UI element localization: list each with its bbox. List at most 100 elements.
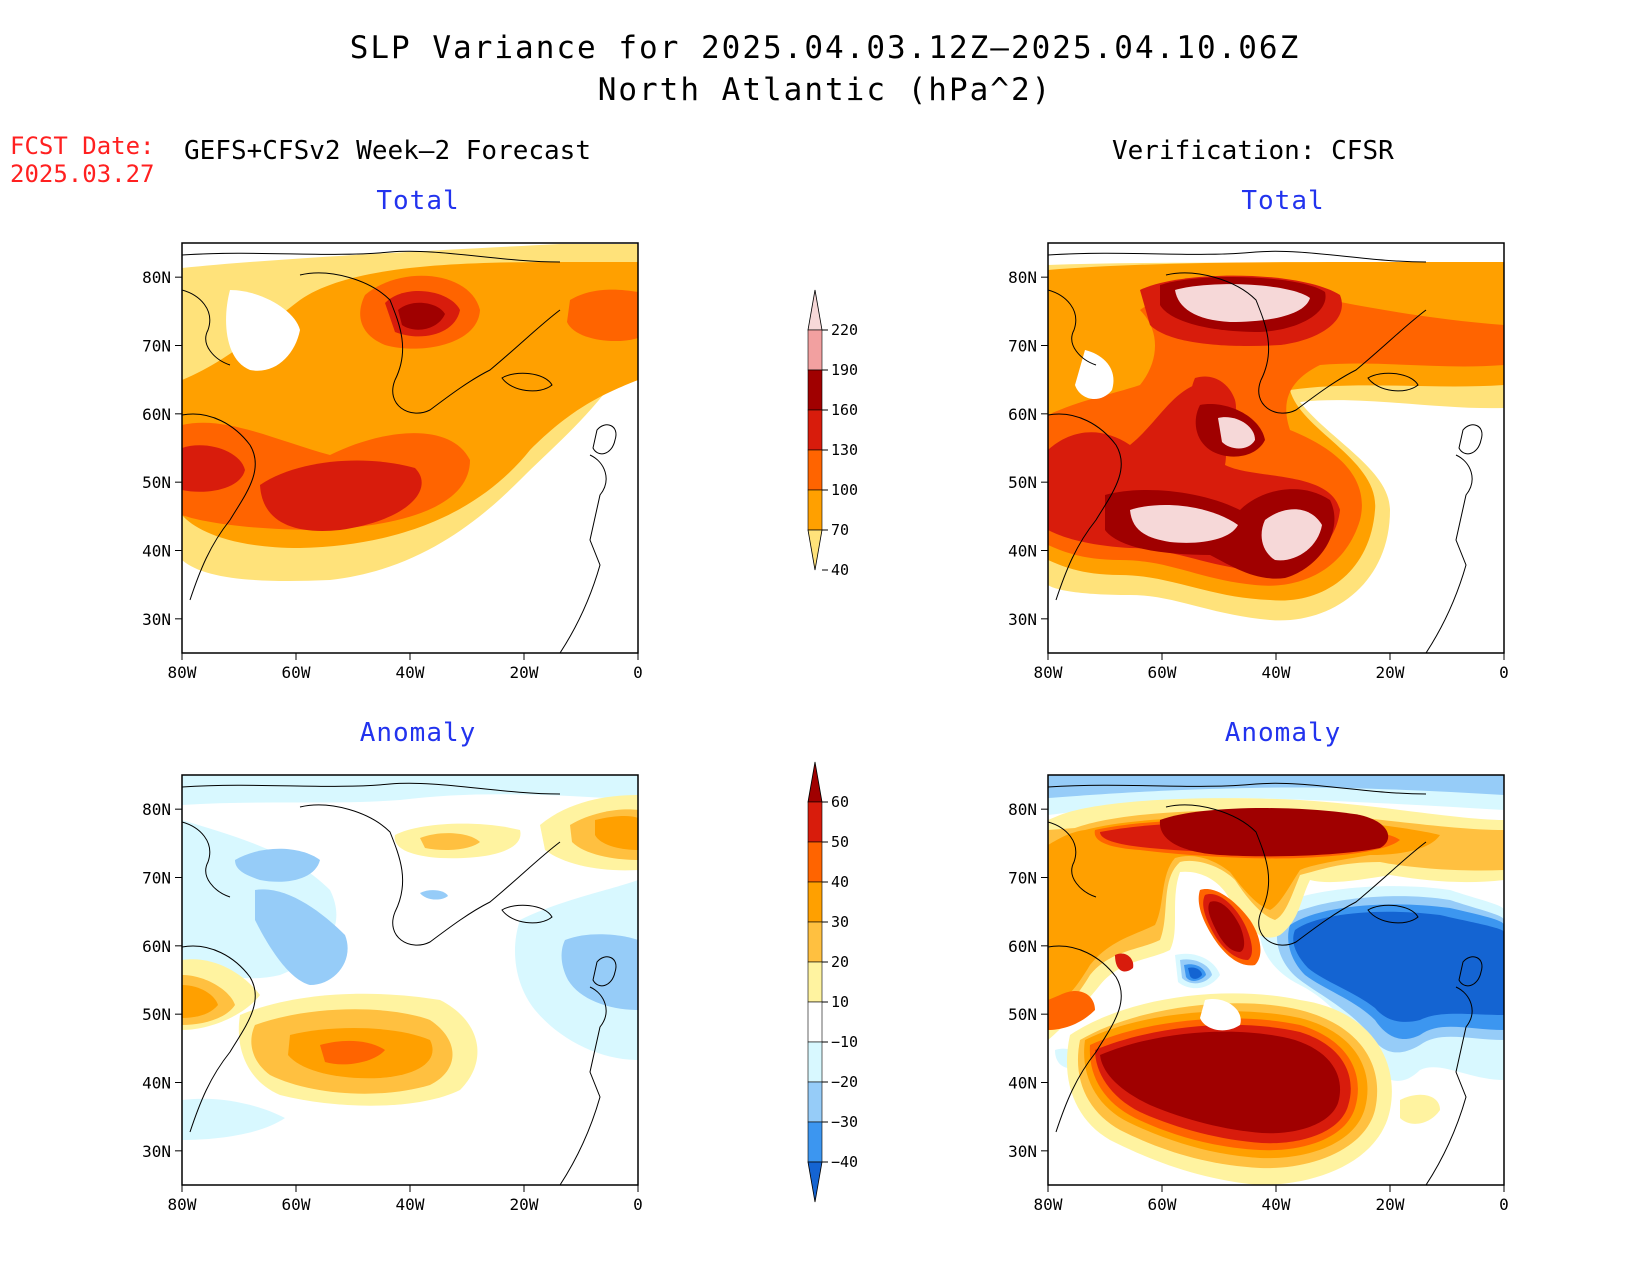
lon-tick-label: 80W xyxy=(1034,663,1063,682)
lon-tick-label: 60W xyxy=(282,663,311,682)
colorbar-bottom-arrow xyxy=(807,1161,823,1203)
lon-tick-label: 0 xyxy=(633,663,643,682)
lat-tick-label: 30N xyxy=(1008,1142,1037,1161)
map-panel-verification-total xyxy=(1047,242,1505,654)
colorbar-tick-label: −20 xyxy=(831,1073,858,1091)
lat-tick-label: 40N xyxy=(1008,542,1037,561)
colorbar-tick-label: 50 xyxy=(831,833,849,851)
coastlines-forecast-anomaly xyxy=(182,782,617,1185)
colorbar-segment xyxy=(807,921,823,963)
colorbar-tick-label: −30 xyxy=(831,1113,858,1131)
lat-tick-label: 60N xyxy=(142,937,171,956)
map-panel-forecast-total xyxy=(181,242,639,654)
lat-tick-label: 50N xyxy=(142,473,171,492)
lon-tick-label: 40W xyxy=(396,1195,425,1214)
lat-tick-label: 60N xyxy=(1008,937,1037,956)
colorbar-segment xyxy=(807,1041,823,1083)
colorbar-bottom-arrow xyxy=(807,529,823,571)
lon-tick-label: 20W xyxy=(510,1195,539,1214)
fcst-date-value: 2025.03.27 xyxy=(10,160,155,188)
lat-tick-label: 50N xyxy=(1008,1005,1037,1024)
colorbar-tick-label: 100 xyxy=(831,481,858,499)
coastlines-forecast-total xyxy=(182,250,617,653)
lon-tick-label: 60W xyxy=(1148,663,1177,682)
lon-tick-label: 40W xyxy=(1262,1195,1291,1214)
lat-tick-label: 70N xyxy=(142,337,171,356)
colorbar-segment xyxy=(807,1121,823,1163)
colorbar-tick-label: 160 xyxy=(831,401,858,419)
colorbar-segment xyxy=(807,409,823,451)
panel-title-verification-anomaly: Anomaly xyxy=(1224,718,1342,748)
colorbar-tick-label: −10 xyxy=(831,1033,858,1051)
main-title-line2: North Atlantic (hPa^2) xyxy=(597,72,1053,108)
coastlines-verification-total xyxy=(1048,250,1483,653)
colorbar-segment xyxy=(807,881,823,923)
lon-tick-label: 20W xyxy=(1376,663,1405,682)
map-panel-verification-anomaly xyxy=(1047,774,1505,1186)
shading-forecast-anomaly xyxy=(182,775,638,1140)
verification-header: Verification: CFSR xyxy=(1112,136,1394,166)
forecast-header: GEFS+CFSv2 Week–2 Forecast xyxy=(184,136,591,166)
lat-tick-label: 80N xyxy=(142,800,171,819)
colorbar-top-arrow xyxy=(807,761,823,803)
lon-tick-label: 0 xyxy=(1499,1195,1509,1214)
colorbar-top-arrow xyxy=(807,289,823,331)
lat-tick-label: 30N xyxy=(142,1142,171,1161)
colorbar-tick-label: 40 xyxy=(831,561,849,579)
lon-tick-label: 0 xyxy=(633,1195,643,1214)
axes-layer: 80N 70N 60N 50N 40N 30N 80W 60W 40W 20W 0 80N 70N 60N… xyxy=(142,268,1509,1214)
colorbar-segment xyxy=(807,489,823,531)
lat-tick-label: 70N xyxy=(142,869,171,888)
lon-tick-label: 80W xyxy=(168,1195,197,1214)
colorbar-segment xyxy=(807,961,823,1003)
lat-tick-label: 40N xyxy=(142,542,171,561)
lat-tick-label: 70N xyxy=(1008,869,1037,888)
colorbar-tick-label: −40 xyxy=(831,1153,858,1171)
lat-tick-label: 60N xyxy=(142,405,171,424)
lat-tick-label: 30N xyxy=(142,610,171,629)
panel-title-verification-total: Total xyxy=(1241,186,1325,216)
lat-tick-label: 70N xyxy=(1008,337,1037,356)
colorbar-segment xyxy=(807,801,823,843)
colorbar-segment xyxy=(807,449,823,491)
colorbar-tick-label: 130 xyxy=(831,441,858,459)
lon-tick-label: 20W xyxy=(510,663,539,682)
lon-tick-label: 60W xyxy=(282,1195,311,1214)
main-title-line1: SLP Variance for 2025.04.03.12Z–2025.04.… xyxy=(349,30,1301,66)
shading-verification-anomaly xyxy=(1048,775,1504,1185)
lat-tick-label: 30N xyxy=(1008,610,1037,629)
lon-tick-label: 20W xyxy=(1376,1195,1405,1214)
fcst-date-label: FCST Date: xyxy=(10,132,155,160)
colorbar-segment xyxy=(807,841,823,883)
lat-tick-label: 80N xyxy=(1008,268,1037,287)
lon-tick-label: 40W xyxy=(396,663,425,682)
lat-tick-label: 80N xyxy=(1008,800,1037,819)
colorbar-tick-label: 70 xyxy=(831,521,849,539)
lat-tick-label: 40N xyxy=(142,1074,171,1093)
map-panel-forecast-anomaly xyxy=(181,774,639,1186)
lat-tick-label: 80N xyxy=(142,268,171,287)
coastlines-verification-anomaly xyxy=(1048,782,1483,1185)
colorbar-segment xyxy=(807,1081,823,1123)
colorbar-segment xyxy=(807,1001,823,1043)
lon-tick-label: 80W xyxy=(1034,1195,1063,1214)
colorbar-segment xyxy=(807,329,823,371)
lon-tick-label: 60W xyxy=(1148,1195,1177,1214)
lon-tick-label: 0 xyxy=(1499,663,1509,682)
colorbar-tick-label: 10 xyxy=(831,993,849,1011)
colorbar-tick-label: 190 xyxy=(831,361,858,379)
colorbar-tick-label: 220 xyxy=(831,321,858,339)
lon-tick-label: 40W xyxy=(1262,663,1291,682)
lat-tick-label: 40N xyxy=(1008,1074,1037,1093)
colorbar-segment xyxy=(807,369,823,411)
colorbar-tick-label: 20 xyxy=(831,953,849,971)
colorbar-tick-label: 40 xyxy=(831,873,849,891)
colorbar-total: 220 190 160 130 100 70 40 xyxy=(807,289,858,579)
colorbar-anomaly: 60 50 40 30 20 10 −10 −20 −30 −40 xyxy=(807,761,858,1203)
lat-tick-label: 60N xyxy=(1008,405,1037,424)
shading-verification-total xyxy=(1048,262,1504,621)
panel-title-forecast-total: Total xyxy=(376,186,460,216)
colorbar-tick-label: 60 xyxy=(831,793,849,811)
panel-title-forecast-anomaly: Anomaly xyxy=(359,718,477,748)
